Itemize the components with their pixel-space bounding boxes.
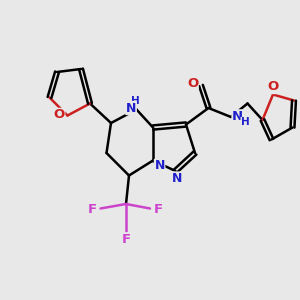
Text: F: F [122, 233, 130, 246]
Text: N: N [232, 110, 243, 123]
Text: H: H [241, 117, 250, 128]
Text: O: O [187, 76, 198, 90]
Text: N: N [172, 172, 182, 185]
Text: N: N [126, 101, 136, 115]
Text: O: O [53, 108, 65, 122]
Text: F: F [88, 202, 97, 216]
Text: H: H [130, 95, 140, 106]
Text: O: O [267, 80, 279, 94]
Text: N: N [154, 159, 165, 172]
Text: F: F [154, 202, 163, 216]
